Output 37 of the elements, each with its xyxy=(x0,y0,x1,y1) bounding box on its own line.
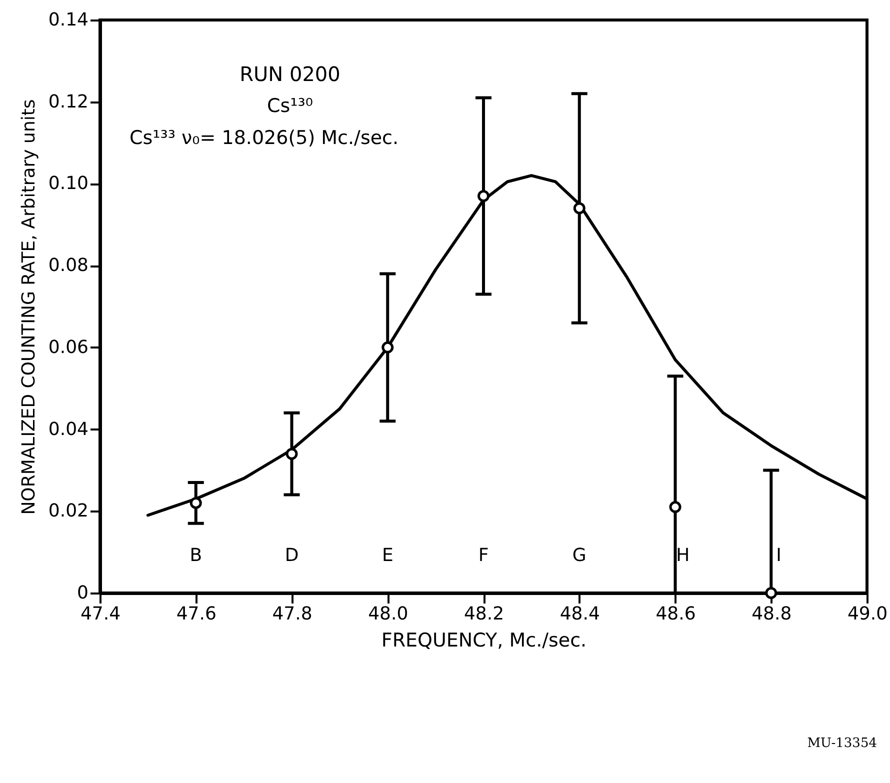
y-axis-title: NORMALIZED COUNTING RATE, Arbitrary units xyxy=(18,99,40,515)
x-tick-label: 48.8 xyxy=(752,604,792,624)
y-tick-label: 0.14 xyxy=(48,10,88,30)
x-tick-label: 49.0 xyxy=(847,604,888,624)
annotation: RUN 0200 xyxy=(240,62,340,86)
x-tick-label: 47.6 xyxy=(176,604,216,624)
point xyxy=(382,341,394,354)
y-tick-label: 0 xyxy=(77,582,88,604)
y-tick-label: 0.06 xyxy=(48,336,88,358)
annotation: B xyxy=(190,545,202,566)
x-tick-label: 47.4 xyxy=(80,604,121,624)
y-tick-label: 0.04 xyxy=(48,418,88,440)
annotation: H xyxy=(676,545,690,566)
annotation: F xyxy=(478,545,489,566)
x-tick-label: 47.8 xyxy=(272,604,312,624)
x-tick-label: 48.2 xyxy=(464,604,504,624)
text: MU-13354 xyxy=(807,736,877,751)
point xyxy=(573,202,586,214)
annotation: I xyxy=(776,545,782,566)
point xyxy=(669,501,682,514)
annotation: Cs¹³³ ν₀= 18.026(5) Mc./sec. xyxy=(129,127,399,149)
annotation: G xyxy=(572,545,586,566)
x-tick-label: 48.6 xyxy=(656,604,696,624)
annotation: E xyxy=(382,545,394,566)
y-tick-label: 0.12 xyxy=(48,91,88,112)
x-tick-label: 48.0 xyxy=(368,604,408,624)
y-tick-label: 0.08 xyxy=(48,255,88,276)
point xyxy=(478,190,490,202)
x-axis-title: FREQUENCY, Mc./sec. xyxy=(381,630,587,652)
y-tick-label: 0.02 xyxy=(48,500,88,522)
annotation: D xyxy=(284,545,299,566)
point xyxy=(286,448,298,460)
x-tick-label: 48.4 xyxy=(560,604,600,624)
point xyxy=(190,496,202,509)
point xyxy=(765,587,778,599)
annotation: Cs¹³⁰ xyxy=(266,95,314,117)
y-tick-label: 0.10 xyxy=(48,173,88,194)
